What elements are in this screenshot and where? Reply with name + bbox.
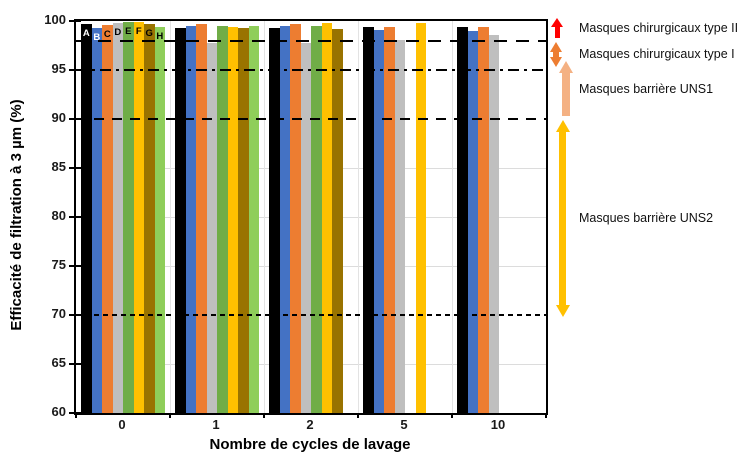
bar-series-C bbox=[478, 26, 489, 413]
annotation-arrow-1 bbox=[551, 18, 563, 38]
bar-series-C bbox=[290, 23, 301, 413]
bar-series-B bbox=[373, 29, 384, 413]
y-tick-mark bbox=[69, 363, 81, 365]
bar-label: G bbox=[145, 27, 153, 39]
bar-series-E bbox=[311, 25, 322, 413]
bar-series-C bbox=[102, 24, 113, 413]
bar-label: D bbox=[114, 26, 122, 38]
y-tick-mark bbox=[69, 118, 81, 120]
annotation-label-1: Masques chirurgicaux type II bbox=[579, 20, 739, 35]
bar-series-G bbox=[332, 28, 343, 413]
x-tick-label: 2 bbox=[306, 417, 314, 432]
x-tick-mark bbox=[263, 413, 265, 418]
y-tick-label: 90 bbox=[51, 110, 66, 125]
annotation-arrow-4 bbox=[555, 119, 570, 317]
y-tick-mark bbox=[69, 20, 81, 22]
category-gridline bbox=[451, 21, 453, 413]
bar-series-H bbox=[154, 26, 165, 413]
arrow-head-up-icon bbox=[549, 41, 562, 52]
annotation-arrow-2 bbox=[549, 41, 562, 68]
reference-line-70 bbox=[76, 314, 546, 316]
bar-series-D bbox=[300, 42, 311, 413]
y-tick-label: 70 bbox=[51, 306, 66, 321]
x-tick-label: 0 bbox=[118, 417, 126, 432]
arrow-shaft bbox=[554, 27, 560, 38]
bar-label: H bbox=[156, 30, 164, 42]
y-tick-mark bbox=[69, 216, 81, 218]
bar-series-C bbox=[384, 26, 395, 413]
bar-series-B bbox=[91, 27, 102, 413]
x-axis-title: Nombre de cycles de lavage bbox=[209, 436, 411, 453]
annotation-label-3: Masques barrière UNS1 bbox=[579, 81, 714, 96]
category-gridline bbox=[263, 21, 265, 413]
x-tick-mark bbox=[169, 413, 171, 418]
bar-series-D bbox=[488, 34, 499, 413]
y-tick-mark bbox=[69, 265, 81, 267]
arrow-head-down-icon bbox=[549, 57, 562, 68]
reference-line-90 bbox=[76, 118, 546, 120]
x-tick-mark bbox=[357, 413, 359, 418]
x-tick-label: 5 bbox=[400, 417, 408, 432]
bar-series-A bbox=[175, 27, 186, 413]
arrow-head-up-icon bbox=[555, 119, 570, 132]
bar-label: C bbox=[103, 28, 111, 40]
annotation-label-4: Masques barrière UNS2 bbox=[579, 211, 714, 226]
arrow-head-down-icon bbox=[555, 304, 570, 317]
bar-label: E bbox=[125, 25, 132, 37]
y-tick-mark bbox=[69, 314, 81, 316]
bar-label: B bbox=[93, 31, 101, 43]
bar-series-G bbox=[144, 23, 155, 413]
arrow-head-up-icon bbox=[558, 61, 573, 74]
y-tick-mark bbox=[69, 69, 81, 71]
annotation-label-2: Masques chirurgicaux type I bbox=[579, 47, 735, 62]
bar-series-A bbox=[269, 27, 280, 413]
category-gridline bbox=[169, 21, 171, 413]
y-tick-mark bbox=[69, 167, 81, 169]
reference-line-95 bbox=[76, 69, 546, 71]
bar-series-F bbox=[415, 22, 426, 413]
arrow-head-up-icon bbox=[551, 18, 563, 28]
arrow-shaft bbox=[561, 73, 570, 117]
y-tick-label: 75 bbox=[51, 257, 66, 272]
reference-line-98 bbox=[76, 39, 546, 43]
bar-series-F bbox=[133, 21, 144, 413]
bar-series-D bbox=[394, 39, 405, 413]
y-tick-label: 60 bbox=[51, 404, 66, 419]
bar-label: F bbox=[135, 25, 142, 37]
x-tick-mark bbox=[451, 413, 453, 418]
annotation-arrow-3 bbox=[558, 61, 573, 117]
x-tick-label: 10 bbox=[490, 417, 506, 432]
x-tick-label: 1 bbox=[212, 417, 220, 432]
bar-series-H bbox=[248, 25, 259, 413]
bar-series-F bbox=[321, 22, 332, 413]
category-gridline bbox=[357, 21, 359, 413]
bar-series-D bbox=[206, 42, 217, 413]
bar-series-B bbox=[279, 25, 290, 413]
bar-series-A bbox=[457, 26, 468, 413]
bar-series-E bbox=[123, 21, 134, 413]
bar-series-A bbox=[363, 26, 374, 413]
y-tick-label: 95 bbox=[51, 61, 66, 76]
y-tick-label: 85 bbox=[51, 159, 66, 174]
x-tick-mark bbox=[545, 413, 547, 418]
bar-series-F bbox=[227, 26, 238, 413]
y-tick-label: 65 bbox=[51, 355, 66, 370]
x-tick-mark bbox=[75, 413, 77, 418]
y-tick-mark bbox=[69, 412, 81, 414]
arrow-shaft bbox=[552, 51, 559, 58]
bar-series-B bbox=[467, 30, 478, 413]
bar-series-D bbox=[112, 22, 123, 413]
bar-label: A bbox=[82, 27, 90, 39]
bar-series-E bbox=[217, 25, 228, 413]
bar-series-C bbox=[196, 23, 207, 413]
y-tick-label: 100 bbox=[44, 12, 66, 27]
arrow-shaft bbox=[559, 131, 566, 305]
bar-series-A bbox=[81, 23, 92, 413]
bar-series-B bbox=[185, 25, 196, 413]
bar-series-G bbox=[238, 27, 249, 413]
y-tick-label: 80 bbox=[51, 208, 66, 223]
